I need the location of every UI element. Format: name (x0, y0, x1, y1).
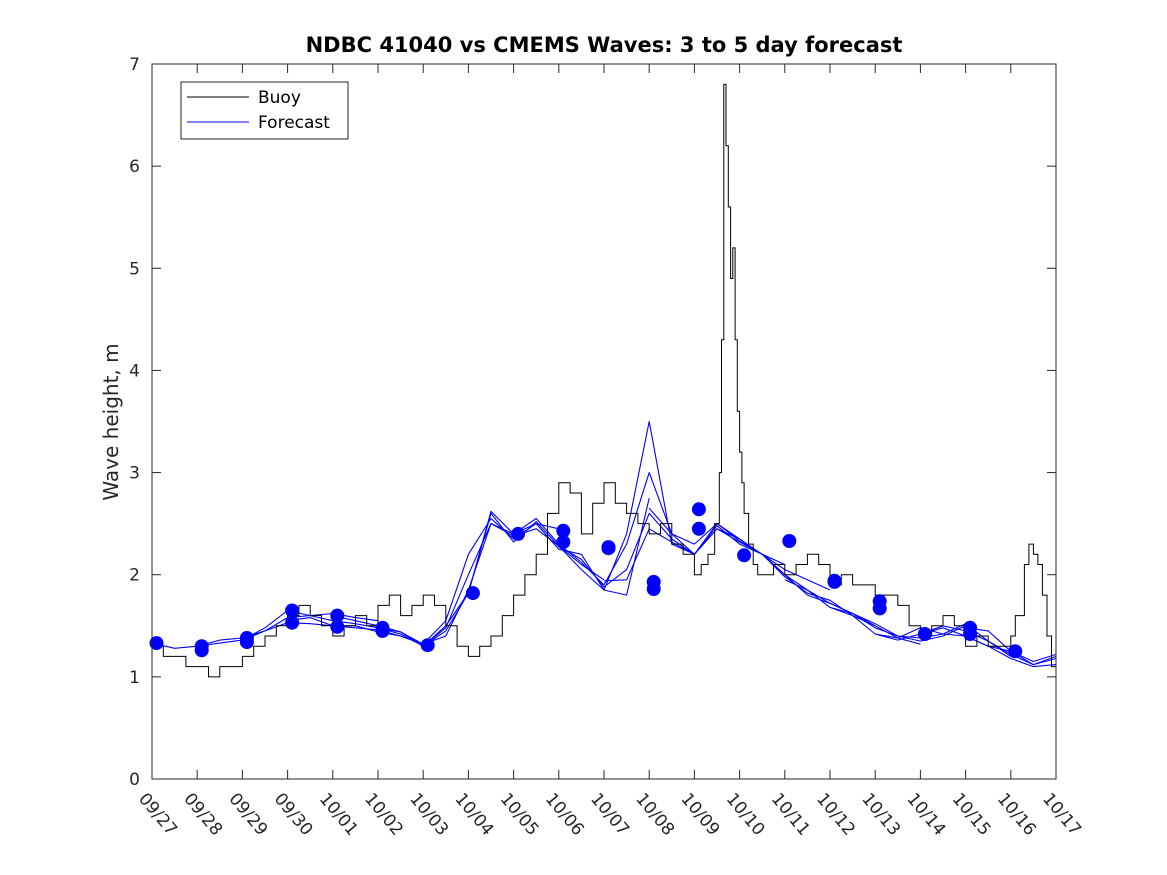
forecast-marker (601, 540, 616, 555)
forecast-marker (330, 619, 345, 634)
forecast-marker (872, 601, 887, 616)
forecast-marker (239, 635, 254, 650)
y-tick-label: 2 (129, 566, 140, 586)
forecast-marker (556, 523, 571, 538)
y-tick-label: 6 (129, 157, 140, 177)
y-axis: 0 1 2 3 4 5 6 7 (129, 55, 1056, 790)
forecast-marker (827, 574, 842, 589)
forecast-run-line (467, 420, 695, 594)
forecast-marker (149, 636, 164, 651)
forecast-marker (963, 627, 978, 641)
forecast-marker (691, 502, 706, 517)
y-tick-label: 4 (129, 361, 140, 381)
forecast-marker (737, 548, 752, 563)
y-axis-label: Wave height, m (99, 343, 123, 500)
forecast-marker (556, 535, 571, 549)
axes-background (152, 64, 1056, 779)
forecast-marker (511, 526, 526, 541)
chart-title: NDBC 41040 vs CMEMS Waves: 3 to 5 day fo… (306, 33, 903, 57)
y-tick-label: 1 (129, 668, 140, 688)
forecast-run-line (829, 606, 1057, 668)
forecast-marker (646, 582, 661, 596)
forecast-run-line (377, 523, 605, 647)
legend-forecast-label: Forecast (258, 113, 330, 133)
forecast-run-line (513, 472, 740, 586)
y-tick-label: 0 (129, 770, 140, 790)
y-tick-label: 3 (129, 464, 140, 484)
y-tick-label: 7 (129, 55, 140, 75)
forecast-marker (285, 615, 300, 630)
forecast-marker (285, 603, 300, 618)
forecast-marker (782, 534, 797, 548)
legend: Buoy Forecast (180, 81, 349, 140)
forecast-marker (194, 643, 209, 658)
legend-buoy-label: Buoy (258, 88, 301, 108)
legend-box (180, 81, 349, 140)
forecast-run-line (422, 497, 650, 647)
forecast-marker (420, 638, 435, 653)
forecast-run-line (693, 525, 921, 645)
series-layer (149, 83, 1057, 678)
plot-area (152, 64, 1056, 779)
forecast-marker (1008, 644, 1023, 659)
forecast-marker (917, 627, 932, 641)
forecast-marker (330, 608, 345, 623)
axes-frame (151, 63, 1057, 780)
forecast-marker (691, 521, 706, 536)
y-tick-label: 5 (129, 259, 140, 279)
forecast-marker (375, 623, 390, 638)
forecast-marker (465, 586, 480, 601)
